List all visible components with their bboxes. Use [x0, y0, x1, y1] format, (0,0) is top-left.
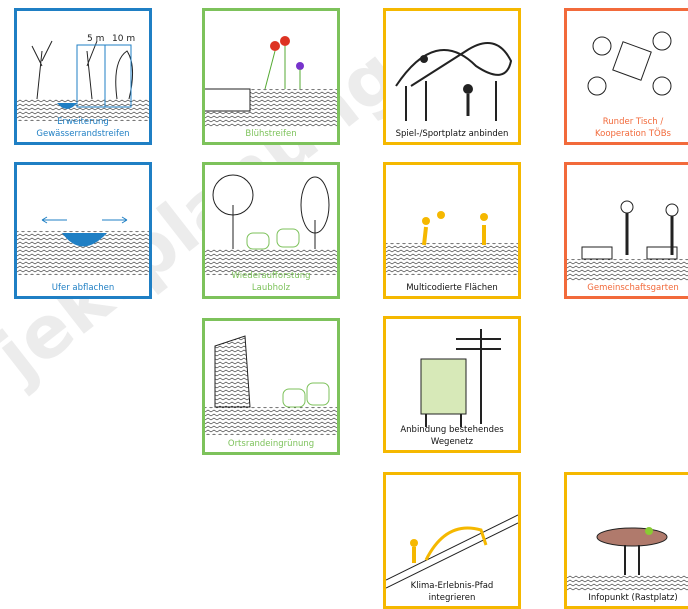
tile-label: Runder Tisch /Kooperation TÖBs [567, 116, 688, 140]
tile: Infopunkt (Rastplatz) [564, 472, 688, 609]
page: jektplanung 5 m 10 m ErweiterungGewässer… [0, 0, 688, 608]
label-line: Kooperation TÖBs [567, 128, 688, 140]
tile: Multicodierte Flächen [383, 162, 521, 299]
label-line: Multicodierte Flächen [386, 282, 518, 294]
label-line: Spiel-/Sportplatz anbinden [386, 128, 518, 140]
tile-label: Infopunkt (Rastplatz) [567, 592, 688, 604]
tile: Ufer abflachen [14, 162, 152, 299]
annotation: 5 m [87, 34, 104, 44]
tile-label: Ortsrandeingrünung [205, 438, 337, 450]
label-line: Infopunkt (Rastplatz) [567, 592, 688, 604]
tile-label: Multicodierte Flächen [386, 282, 518, 294]
tile-label: Ufer abflachen [17, 282, 149, 294]
label-line: Blühstreifen [205, 128, 337, 140]
label-line: Wiederaufforstung [205, 270, 337, 282]
tile: Spiel-/Sportplatz anbinden [383, 8, 521, 145]
label-line: Erweiterung [17, 116, 149, 128]
tile-label: Blühstreifen [205, 128, 337, 140]
label-line: Wegenetz [386, 436, 518, 448]
label-line: Runder Tisch / [567, 116, 688, 128]
label-line: integrieren [386, 592, 518, 604]
tile: Gemeinschaftsgarten [564, 162, 688, 299]
annotation: 10 m [112, 34, 135, 44]
tile: Ortsrandeingrünung [202, 318, 340, 455]
label-line: Klima-Erlebnis-Pfad [386, 580, 518, 592]
label-line: Gewässerrandstreifen [17, 128, 149, 140]
label-line: Gemeinschaftsgarten [567, 282, 688, 294]
tile: Blühstreifen [202, 8, 340, 145]
label-line: Ortsrandeingrünung [205, 438, 337, 450]
label-line: Laubholz [205, 282, 337, 294]
tile: Runder Tisch /Kooperation TÖBs [564, 8, 688, 145]
label-line: Ufer abflachen [17, 282, 149, 294]
tile-label: Spiel-/Sportplatz anbinden [386, 128, 518, 140]
tile-label: Gemeinschaftsgarten [567, 282, 688, 294]
label-line: Anbindung bestehendes [386, 424, 518, 436]
